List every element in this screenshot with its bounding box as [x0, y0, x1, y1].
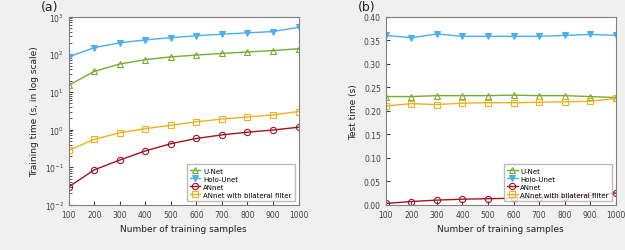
U-Net [142, 59, 149, 62]
Line: ANnet: ANnet [66, 124, 302, 190]
U-Net [510, 94, 518, 97]
U-Net [116, 63, 124, 66]
ANnet with bilateral filter [218, 118, 226, 121]
U-Net [167, 56, 174, 59]
ANnet with bilateral filter [535, 101, 542, 104]
Holo-Unet [116, 42, 124, 45]
ANnet [433, 199, 441, 202]
ANnet [167, 143, 174, 146]
U-Net [484, 95, 492, 98]
ANnet [612, 192, 619, 195]
Holo-Unet [433, 33, 441, 36]
Holo-Unet [510, 36, 518, 39]
U-Net [295, 48, 302, 51]
ANnet [510, 197, 518, 200]
Legend: U-Net, Holo-Unet, ANnet, ANnet with bilateral filter: U-Net, Holo-Unet, ANnet, ANnet with bila… [504, 164, 612, 202]
X-axis label: Number of training samples: Number of training samples [438, 224, 564, 233]
Y-axis label: Training time (s, in log scale): Training time (s, in log scale) [30, 46, 39, 176]
ANnet with bilateral filter [142, 128, 149, 131]
U-Net [408, 96, 415, 99]
ANnet [269, 129, 277, 132]
Holo-Unet [535, 36, 542, 39]
Line: ANnet with bilateral filter: ANnet with bilateral filter [66, 109, 302, 154]
ANnet [91, 169, 98, 172]
Y-axis label: Test time (s): Test time (s) [349, 84, 358, 139]
Line: Holo-Unet: Holo-Unet [382, 32, 619, 42]
ANnet [484, 198, 492, 200]
Line: U-Net: U-Net [382, 93, 619, 101]
Holo-Unet [65, 56, 72, 59]
U-Net [459, 95, 466, 98]
Text: (b): (b) [358, 1, 376, 14]
ANnet with bilateral filter [192, 121, 200, 124]
U-Net [586, 96, 594, 99]
Holo-Unet [484, 36, 492, 39]
Holo-Unet [218, 34, 226, 36]
U-Net [244, 51, 251, 54]
Holo-Unet [192, 35, 200, 38]
U-Net [269, 50, 277, 53]
ANnet with bilateral filter [612, 98, 619, 100]
Holo-Unet [382, 35, 389, 38]
U-Net [535, 95, 542, 98]
ANnet [408, 200, 415, 203]
Holo-Unet [459, 36, 466, 39]
U-Net [382, 96, 389, 99]
U-Net [561, 95, 568, 98]
ANnet with bilateral filter [91, 138, 98, 141]
ANnet [218, 134, 226, 137]
U-Net [433, 95, 441, 98]
ANnet with bilateral filter [586, 100, 594, 103]
ANnet [244, 131, 251, 134]
Line: U-Net: U-Net [66, 46, 302, 89]
Holo-Unet [612, 35, 619, 38]
ANnet [116, 159, 124, 162]
Line: Holo-Unet: Holo-Unet [66, 25, 302, 61]
ANnet [535, 196, 542, 200]
Holo-Unet [167, 37, 174, 40]
ANnet with bilateral filter [484, 102, 492, 105]
Holo-Unet [408, 37, 415, 40]
ANnet [65, 186, 72, 188]
ANnet with bilateral filter [510, 102, 518, 105]
ANnet with bilateral filter [65, 149, 72, 152]
Holo-Unet [142, 39, 149, 42]
Holo-Unet [269, 31, 277, 34]
Holo-Unet [561, 35, 568, 38]
Text: (a): (a) [41, 1, 59, 14]
U-Net [192, 54, 200, 57]
Holo-Unet [295, 27, 302, 30]
ANnet [192, 137, 200, 140]
Line: ANnet: ANnet [382, 190, 619, 207]
X-axis label: Number of training samples: Number of training samples [121, 224, 247, 233]
ANnet [142, 150, 149, 153]
ANnet [295, 126, 302, 129]
Holo-Unet [91, 47, 98, 50]
Legend: U-Net, Holo-Unet, ANnet, ANnet with bilateral filter: U-Net, Holo-Unet, ANnet, ANnet with bila… [186, 164, 295, 202]
ANnet with bilateral filter [382, 105, 389, 108]
U-Net [218, 53, 226, 56]
U-Net [91, 70, 98, 74]
ANnet [459, 198, 466, 201]
ANnet [561, 196, 568, 198]
Line: ANnet with bilateral filter: ANnet with bilateral filter [382, 96, 619, 110]
ANnet with bilateral filter [408, 103, 415, 106]
ANnet [382, 202, 389, 205]
Holo-Unet [244, 32, 251, 35]
Holo-Unet [586, 34, 594, 37]
ANnet with bilateral filter [459, 102, 466, 105]
ANnet with bilateral filter [116, 132, 124, 135]
ANnet with bilateral filter [167, 124, 174, 127]
ANnet with bilateral filter [244, 116, 251, 119]
ANnet with bilateral filter [269, 114, 277, 117]
ANnet with bilateral filter [561, 101, 568, 104]
U-Net [612, 96, 619, 100]
ANnet with bilateral filter [433, 104, 441, 107]
U-Net [65, 84, 72, 87]
ANnet with bilateral filter [295, 110, 302, 114]
ANnet [586, 194, 594, 197]
